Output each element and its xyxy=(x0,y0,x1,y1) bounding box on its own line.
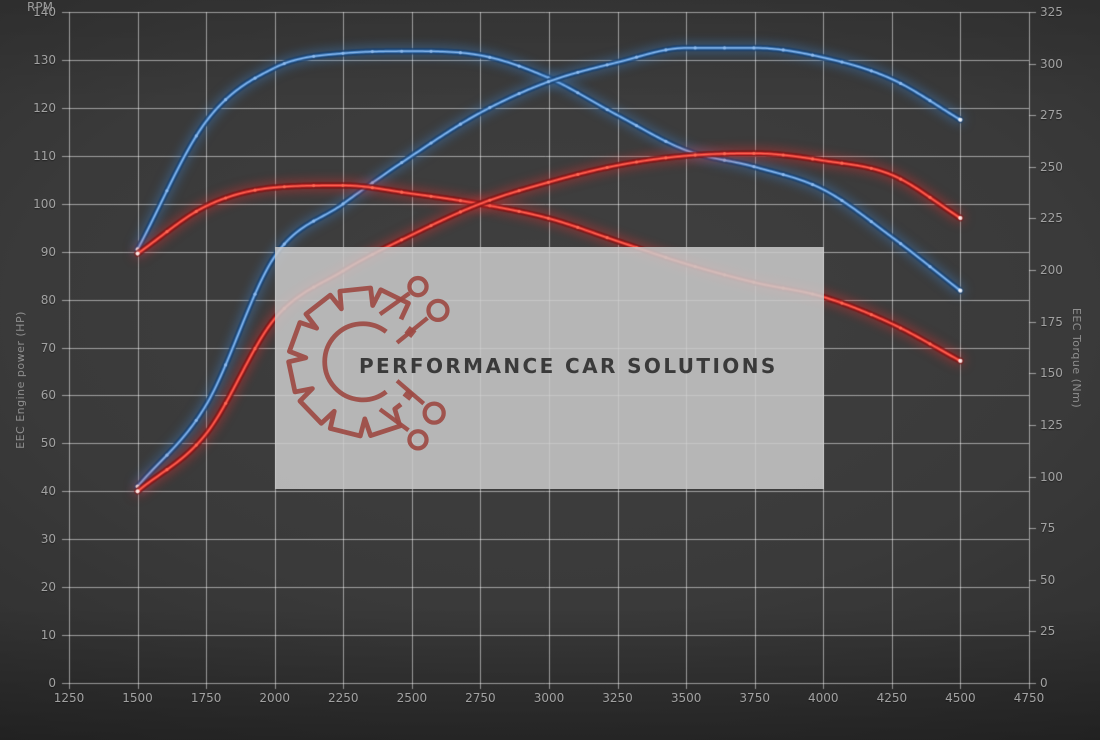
x-axis-tick-label: 4000 xyxy=(808,691,839,705)
left-axis-tick-label: 130 xyxy=(33,52,56,67)
left-axis-tick-label: 0 xyxy=(48,676,56,690)
left-axis-tick-label: 100 xyxy=(33,196,56,211)
left-axis-tick-label: 120 xyxy=(33,100,56,115)
x-axis-tick-label: 3750 xyxy=(739,691,770,705)
left-axis-tick-label: 80 xyxy=(40,292,56,307)
right-axis-tick-label: 25 xyxy=(1040,624,1056,639)
right-axis-tick-label: 0 xyxy=(1040,676,1048,690)
left-axis-tick-label: 40 xyxy=(40,484,56,499)
right-axis-tick-label: 300 xyxy=(1040,56,1063,71)
left-axis-tick-label: 10 xyxy=(40,628,56,643)
x-axis-tick-label: 4500 xyxy=(945,691,976,705)
x-axis-tick-label: 3250 xyxy=(602,691,633,705)
right-axis-tick-label: 50 xyxy=(1040,572,1056,587)
x-axis-tick-label: 2000 xyxy=(259,691,290,705)
watermark-text: PERFORMANCE CAR SOLUTIONS xyxy=(359,354,778,378)
left-axis-tick-label: 30 xyxy=(40,532,56,547)
x-axis-tick-label: 4250 xyxy=(876,691,908,705)
x-axis-tick-label: 1750 xyxy=(190,691,222,705)
right-axis-tick-label: 250 xyxy=(1040,159,1063,174)
right-axis-tick-label: 200 xyxy=(1040,263,1063,278)
left-axis-tick-label: 50 xyxy=(40,436,56,451)
left-axis-tick-label: 140 xyxy=(33,5,56,19)
right-axis-tick-label: 325 xyxy=(1040,5,1063,19)
left-axis-tick-label: 110 xyxy=(33,148,56,163)
left-axis-tick-label: 20 xyxy=(40,580,56,595)
left-axis-tick-label: 90 xyxy=(40,244,56,259)
x-axis-tick-label: 2500 xyxy=(396,691,428,705)
gear-circuit-icon xyxy=(286,275,450,451)
right-axis-title: EEC Torque (Nm) xyxy=(1070,307,1083,409)
x-axis-tick-label: 1250 xyxy=(53,691,85,705)
right-axis-tick-label: 225 xyxy=(1040,211,1063,226)
x-axis-tick-label: 3500 xyxy=(670,691,702,705)
x-axis-tick-label: 2750 xyxy=(465,691,496,705)
watermark: PERFORMANCE CAR SOLUTIONS xyxy=(275,247,824,489)
left-axis-title: EEC Engine power (HP) xyxy=(14,311,27,449)
x-axis-tick-label: 3000 xyxy=(533,691,565,705)
left-axis-tick-label: 70 xyxy=(40,340,56,355)
right-axis-tick-label: 100 xyxy=(1040,469,1063,484)
left-axis-tick-label: 60 xyxy=(40,388,56,403)
right-axis-tick-label: 175 xyxy=(1040,314,1063,329)
right-axis-tick-label: 150 xyxy=(1040,366,1063,381)
x-axis-tick-label: 2250 xyxy=(328,691,359,705)
right-axis-tick-label: 75 xyxy=(1040,521,1056,536)
right-axis-tick-label: 275 xyxy=(1040,108,1063,123)
x-axis-tick-label: 1500 xyxy=(122,691,153,705)
x-axis-tick-label: 4750 xyxy=(1013,691,1045,705)
right-axis-tick-label: 125 xyxy=(1040,417,1063,432)
